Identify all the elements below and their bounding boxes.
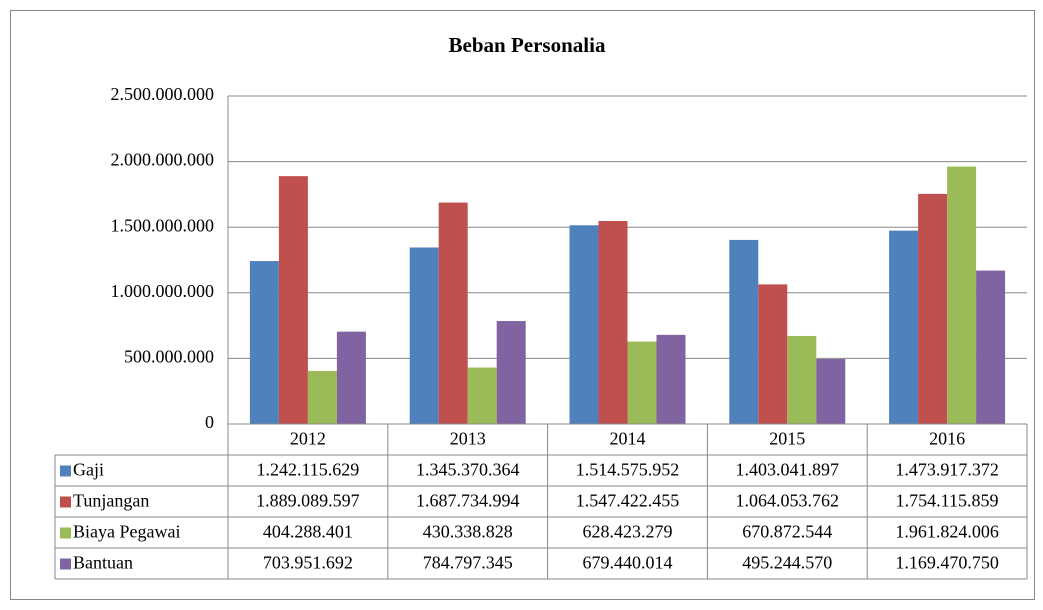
table-value: 404.288.401 [263, 522, 353, 542]
x-tick-label: 2015 [769, 429, 805, 449]
bar [729, 239, 759, 424]
y-tick-label: 2.500.000.000 [111, 84, 215, 104]
table-value: 1.961.824.006 [895, 522, 999, 542]
bar [409, 247, 439, 424]
bar [976, 270, 1006, 424]
legend-swatch [60, 465, 71, 477]
table-value: 1.473.917.372 [895, 460, 999, 480]
table-value: 495.244.570 [742, 553, 832, 573]
table-value: 1.064.053.762 [736, 491, 840, 511]
table-value: 1.687.734.994 [416, 491, 520, 511]
table-value: 1.754.115.859 [896, 491, 999, 511]
bar [627, 341, 657, 424]
table-value: 1.889.089.597 [256, 491, 360, 511]
bar [307, 370, 337, 424]
bar [947, 166, 977, 424]
bar [889, 230, 919, 424]
table-value: 703.951.692 [263, 553, 353, 573]
bar [569, 225, 599, 424]
x-tick-label: 2013 [450, 429, 486, 449]
y-tick-label: 1.500.000.000 [111, 215, 215, 235]
y-tick-label: 0 [205, 412, 214, 432]
table-value: 679.440.014 [583, 553, 673, 573]
bar [656, 334, 686, 424]
x-tick-label: 2016 [929, 429, 965, 449]
y-tick-label: 2.000.000.000 [111, 150, 215, 170]
chart-border [10, 10, 1035, 600]
table-value: 1.345.370.364 [416, 460, 520, 480]
table-value: 784.797.345 [423, 553, 513, 573]
table-value: 1.514.575.952 [576, 460, 680, 480]
bar [758, 284, 788, 424]
legend-swatch [60, 496, 71, 508]
table-value: 628.423.279 [583, 522, 673, 542]
bar [918, 193, 948, 424]
table-value: 1.547.422.455 [576, 491, 680, 511]
bar [496, 321, 526, 424]
x-tick-label: 2012 [290, 429, 326, 449]
bar [598, 220, 628, 424]
bar [467, 367, 497, 424]
bar [278, 176, 308, 424]
legend-label: Tunjangan [73, 491, 149, 511]
bar [787, 335, 817, 424]
table-value: 670.872.544 [742, 522, 832, 542]
bar [816, 359, 846, 424]
x-tick-label: 2014 [610, 429, 646, 449]
bar [336, 331, 366, 424]
legend-swatch [60, 527, 71, 539]
chart-title: Beban Personalia [449, 33, 606, 57]
y-tick-label: 500.000.000 [124, 347, 214, 367]
legend-label: Bantuan [73, 553, 133, 573]
bar [438, 202, 468, 424]
legend-label: Biaya Pegawai [73, 522, 180, 542]
y-tick-label: 1.000.000.000 [111, 281, 215, 301]
table-value: 1.403.041.897 [736, 460, 840, 480]
table-value: 430.338.828 [423, 522, 513, 542]
legend-label: Gaji [73, 460, 104, 480]
table-value: 1.169.470.750 [895, 553, 999, 573]
table-value: 1.242.115.629 [256, 460, 359, 480]
legend-swatch [60, 558, 71, 570]
bar [249, 261, 279, 424]
